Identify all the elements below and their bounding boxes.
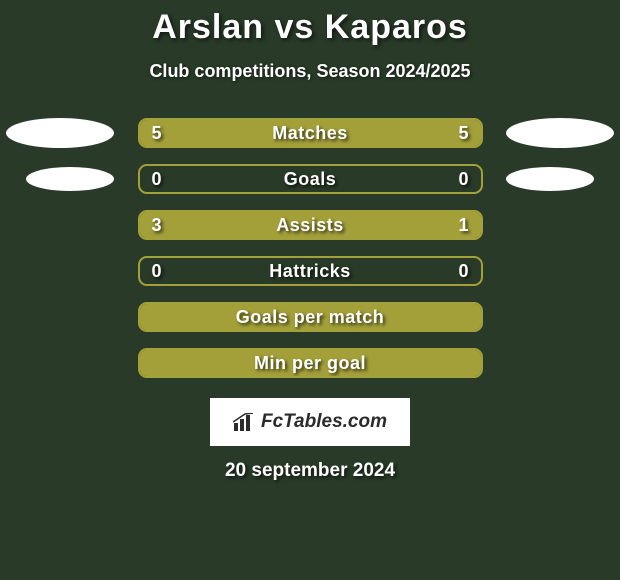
stat-label: Goals xyxy=(140,166,481,192)
stat-row: 00Goals xyxy=(0,156,620,202)
stat-label: Min per goal xyxy=(140,350,481,376)
bar-track: 00Hattricks xyxy=(138,256,483,286)
ellipse-left xyxy=(26,167,114,191)
stat-row: 31Assists xyxy=(0,202,620,248)
stat-label: Matches xyxy=(140,120,481,146)
comparison-infographic: Arslan vs Kaparos Club competitions, Sea… xyxy=(0,0,620,482)
ellipse-right xyxy=(506,167,594,191)
logo-box: FcTables.com xyxy=(210,398,410,446)
subtitle: Club competitions, Season 2024/2025 xyxy=(0,61,620,82)
bar-track: 55Matches xyxy=(138,118,483,148)
bar-track: 31Assists xyxy=(138,210,483,240)
stat-label: Hattricks xyxy=(140,258,481,284)
stat-row: 00Hattricks xyxy=(0,248,620,294)
stat-row: Goals per match xyxy=(0,294,620,340)
bar-track: Goals per match xyxy=(138,302,483,332)
ellipse-right xyxy=(506,118,614,148)
logo: FcTables.com xyxy=(233,411,387,433)
page-title: Arslan vs Kaparos xyxy=(0,8,620,47)
stat-label: Goals per match xyxy=(140,304,481,330)
stat-row: Min per goal xyxy=(0,340,620,386)
date-text: 20 september 2024 xyxy=(0,460,620,482)
chart-icon xyxy=(233,413,255,431)
stat-row: 55Matches xyxy=(0,110,620,156)
ellipse-left xyxy=(6,118,114,148)
logo-text: FcTables.com xyxy=(261,411,387,433)
stat-label: Assists xyxy=(140,212,481,238)
bar-track: 00Goals xyxy=(138,164,483,194)
bar-track: Min per goal xyxy=(138,348,483,378)
stat-rows-container: 55Matches 00Goals 31Assists 00Hattricks Goal… xyxy=(0,110,620,386)
